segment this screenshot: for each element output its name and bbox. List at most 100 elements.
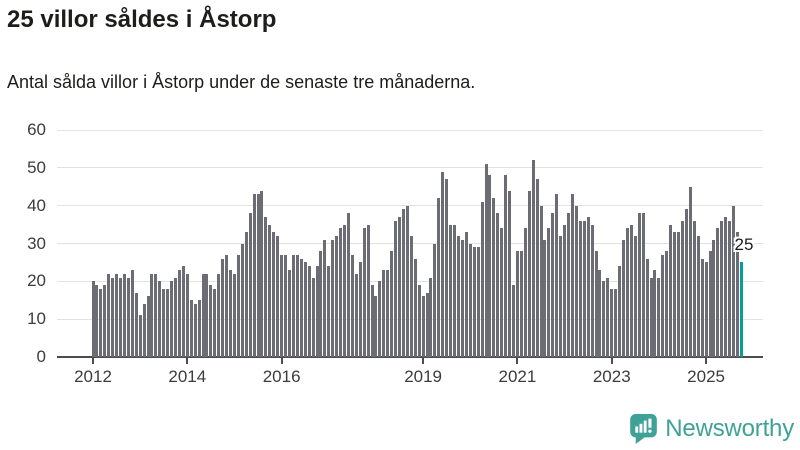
bar (236, 254, 240, 357)
bar (582, 220, 586, 357)
newsworthy-bubble-chart-icon (630, 414, 658, 444)
bar (641, 213, 645, 357)
x-axis-line (57, 356, 763, 358)
bar (614, 288, 618, 357)
bar (602, 281, 606, 357)
bar (504, 175, 508, 357)
y-axis-label: 60 (27, 120, 46, 139)
bar (425, 292, 429, 357)
bar (398, 217, 402, 357)
bar (323, 239, 327, 357)
value-annotation: 25 (734, 235, 754, 255)
bar (111, 277, 115, 357)
bar (625, 228, 629, 357)
bar (280, 254, 284, 357)
bar (724, 217, 728, 357)
bar (339, 228, 343, 357)
bar (590, 224, 594, 357)
gridline (57, 167, 763, 169)
bar (445, 179, 449, 357)
bar (150, 273, 154, 357)
bar (374, 296, 378, 357)
bar (284, 254, 288, 357)
bar (291, 254, 295, 357)
bar (264, 217, 268, 357)
y-axis-label: 40 (27, 195, 46, 215)
bar (456, 235, 460, 357)
bar (386, 269, 390, 357)
x-axis-label: 2012 (74, 367, 112, 386)
bar (413, 258, 417, 357)
bar (453, 224, 457, 357)
bar (303, 262, 307, 357)
bar (708, 251, 712, 357)
bar (209, 285, 213, 357)
bar (472, 247, 476, 357)
bar (99, 288, 103, 357)
bar (567, 213, 571, 357)
bar (700, 258, 704, 357)
bar (299, 258, 303, 357)
bar (288, 269, 291, 357)
bar (606, 277, 610, 357)
bar (563, 224, 567, 357)
x-axis-tick (705, 357, 708, 364)
newsworthy-logo[interactable]: Newsworthy (630, 414, 794, 444)
bar (543, 239, 547, 357)
x-axis-label: 2016 (262, 367, 301, 386)
bar (527, 190, 531, 357)
bar (618, 266, 622, 357)
bar (637, 213, 641, 357)
bar (728, 220, 732, 357)
highlight-bar (739, 262, 743, 357)
bar (95, 285, 99, 357)
bar (189, 300, 193, 357)
bar (401, 209, 405, 357)
bar (354, 273, 358, 357)
bar (158, 281, 162, 357)
bar (677, 232, 681, 357)
bar (366, 224, 370, 357)
gridline (57, 205, 763, 207)
x-axis-tick (92, 357, 94, 364)
gridline (57, 129, 763, 131)
bar (327, 266, 331, 357)
y-axis-label: 30 (27, 233, 46, 253)
bar (394, 220, 398, 357)
chart-title: 25 villor såldes i Åstorp (7, 6, 277, 33)
bar (629, 224, 633, 357)
bar (197, 300, 201, 357)
bar (496, 213, 500, 357)
x-axis-tick (422, 357, 425, 364)
bar (346, 213, 350, 357)
bar (221, 258, 225, 357)
bar (684, 209, 688, 357)
bar (229, 269, 233, 357)
bar (256, 194, 260, 357)
bar (166, 288, 170, 357)
bar (464, 232, 468, 357)
bar (307, 266, 311, 357)
bar (232, 273, 236, 357)
bar (476, 247, 480, 357)
bar (154, 273, 158, 357)
bar (378, 281, 382, 357)
bar (633, 235, 637, 357)
x-axis-label: 2023 (592, 367, 631, 386)
x-axis-tick (610, 357, 613, 364)
bar (598, 269, 602, 357)
bar (480, 201, 484, 357)
bar (645, 258, 649, 357)
newsworthy-wordmark: Newsworthy (665, 415, 794, 442)
bar (177, 269, 181, 357)
bar (244, 232, 248, 357)
bar (409, 235, 413, 357)
bar (315, 266, 319, 357)
bar (134, 292, 138, 357)
bar (441, 171, 445, 357)
bar (103, 285, 107, 357)
bar (692, 220, 696, 357)
y-axis-label: 50 (27, 157, 46, 177)
bar (433, 243, 437, 357)
bar (185, 273, 189, 357)
